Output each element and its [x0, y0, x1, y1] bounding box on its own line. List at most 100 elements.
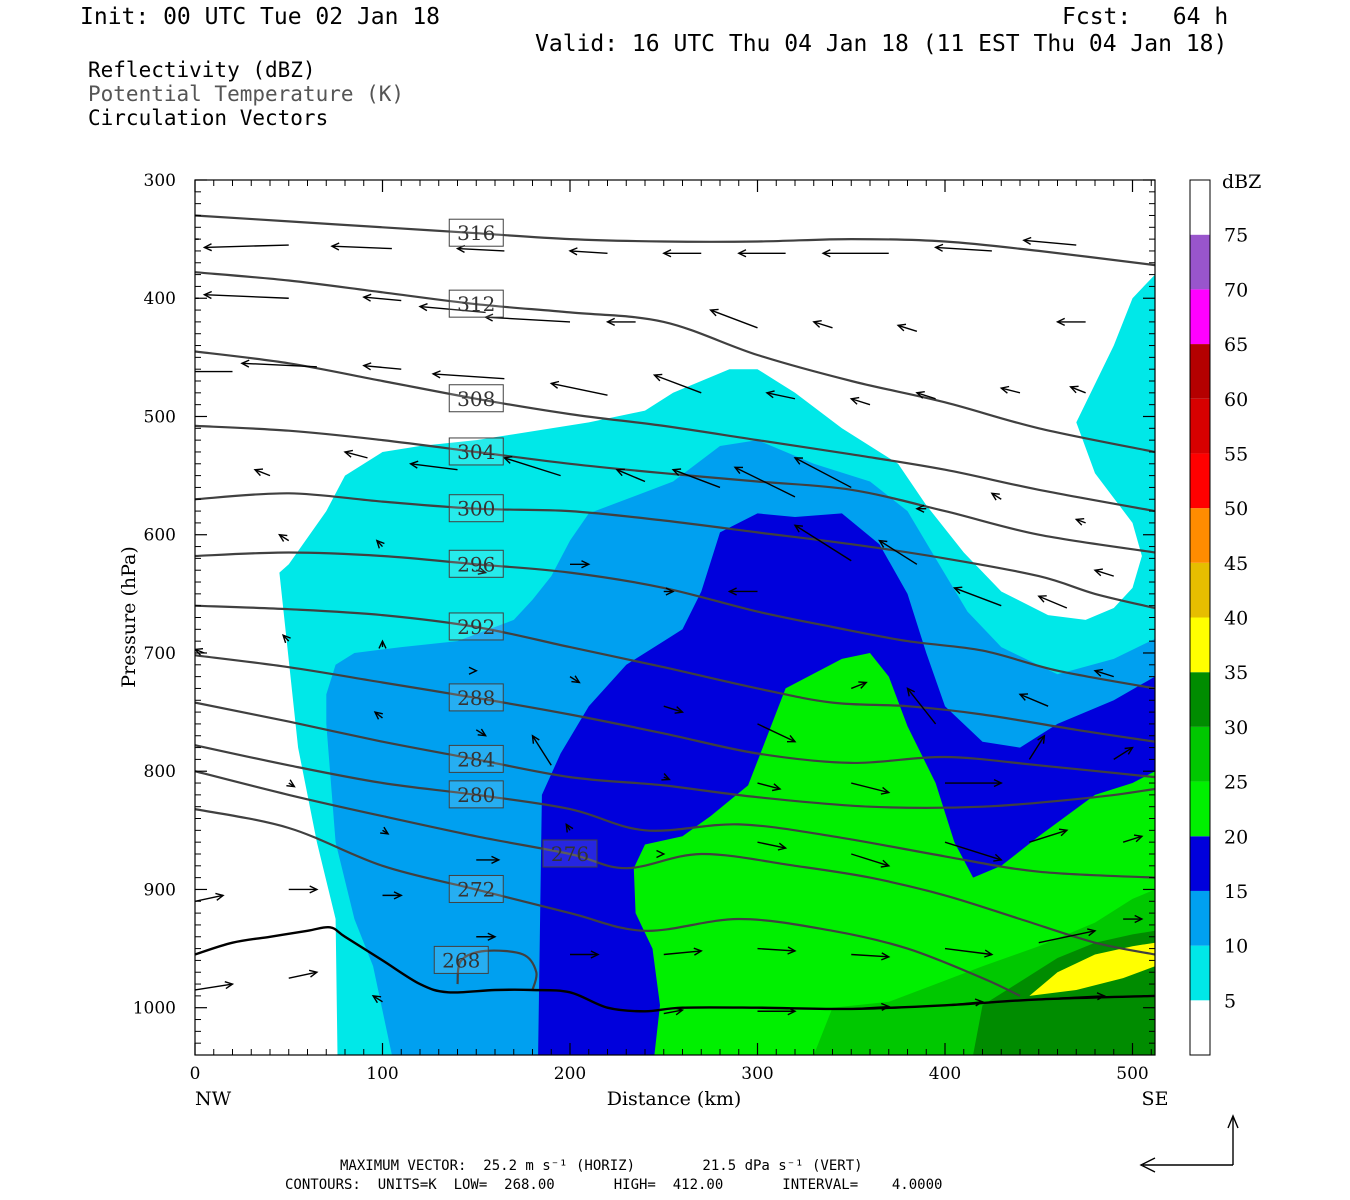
circulation-vector — [375, 539, 385, 549]
vector-shaft — [1028, 735, 1045, 760]
vector-shaft — [1094, 569, 1114, 577]
vector-head — [674, 706, 685, 714]
circulation-vector — [727, 587, 758, 596]
theta-label-box — [542, 839, 598, 868]
x-tick-label: 500 — [1116, 1064, 1148, 1084]
vector-head — [1087, 928, 1097, 937]
vector-head — [1124, 746, 1134, 755]
vector-head — [793, 524, 803, 533]
theta-label-text: 296 — [457, 552, 495, 576]
vector-shaft — [344, 451, 368, 459]
vector-head — [380, 826, 390, 835]
vector-shaft — [569, 676, 580, 684]
vector-shaft — [813, 321, 833, 329]
circulation-vector — [1122, 834, 1144, 843]
circulation-vector — [652, 373, 702, 394]
vector-head — [1093, 668, 1103, 677]
vector-shaft — [897, 324, 918, 333]
circulation-vector — [468, 666, 478, 675]
vector-head — [812, 320, 822, 328]
y-tick-label: 1000 — [133, 999, 176, 1019]
colorbar-level-label: 65 — [1224, 334, 1248, 356]
vector-shaft — [204, 244, 289, 249]
vector-head — [777, 842, 788, 851]
circulation-vector — [409, 460, 458, 471]
circulation-vector — [851, 782, 891, 795]
theta-label-text: 304 — [457, 440, 495, 464]
vector-shaft — [954, 587, 1002, 607]
legend-reflectivity: Reflectivity (dBZ) — [88, 58, 316, 82]
vector-shaft — [1023, 239, 1077, 246]
vector-head — [793, 457, 804, 465]
vector-shaft — [916, 392, 936, 400]
vector-head — [662, 249, 672, 258]
circulation-vector — [1018, 693, 1049, 707]
dbz-colorbar: 5 10 15 20 25 30 35 40 45 50 55 60 65 70 75 — [1189, 179, 1248, 1056]
vector-head — [1133, 834, 1144, 843]
circulation-vector — [915, 391, 936, 400]
vector-head — [858, 681, 868, 689]
vector-shaft — [757, 723, 796, 743]
vector-head — [787, 734, 797, 743]
circulation-vector — [1093, 668, 1114, 678]
vector-head — [605, 317, 616, 327]
theta-label-text: 272 — [457, 877, 495, 901]
circulation-vector — [944, 841, 1003, 862]
vector-head — [215, 892, 225, 901]
vector-head — [502, 456, 513, 464]
vector-shaft — [851, 1005, 889, 1010]
circulation-vector — [906, 687, 937, 725]
vector-head — [202, 290, 212, 300]
circulation-vector — [378, 639, 387, 649]
init-time: Init: 00 UTC Tue 02 Jan 18 — [80, 4, 441, 30]
theta-contour-268 — [456, 949, 538, 991]
contour-info: CONTOURS: UNITS=K LOW= 268.00 HIGH= 412.… — [285, 1177, 943, 1193]
y-axis-label: Pressure (hPa) — [118, 546, 140, 688]
vector-shaft — [195, 983, 233, 991]
vector-head — [167, 368, 174, 375]
circulation-vector — [851, 952, 891, 961]
colorbar-level-label: 25 — [1224, 772, 1248, 794]
theta-label-text: 288 — [457, 686, 495, 710]
theta-label-308: 308 — [448, 384, 504, 413]
colorbar-swatch — [1190, 289, 1210, 345]
vector-head — [468, 666, 478, 675]
circulation-vector — [202, 243, 289, 252]
circulation-vector — [757, 946, 797, 955]
theta-contour-300 — [195, 492, 1155, 610]
colorbar-level-label: 20 — [1224, 826, 1248, 848]
circulation-vector — [371, 995, 383, 1004]
circulation-vector — [253, 468, 271, 477]
circulation-vector — [476, 855, 501, 865]
colorbar-level-label: 35 — [1224, 662, 1248, 684]
vector-head — [531, 734, 540, 744]
vector-shaft — [195, 894, 224, 902]
theta-label-box — [448, 549, 504, 578]
circulation-vector — [1093, 568, 1114, 577]
circulation-vector — [1069, 385, 1086, 394]
circulation-vector — [757, 1007, 797, 1016]
vector-head — [952, 586, 963, 595]
circulation-vector — [568, 247, 608, 256]
theta-label-text: 292 — [457, 615, 495, 639]
circulation-vector — [1055, 317, 1086, 327]
circulation-vector — [915, 504, 927, 513]
vector-head — [240, 359, 250, 368]
vector-head — [565, 823, 574, 833]
circulation-vector — [502, 456, 561, 477]
circulation-vector — [765, 390, 796, 400]
theta-label-box — [448, 218, 504, 247]
vector-head — [880, 786, 891, 795]
vector-head — [674, 1007, 685, 1016]
vector-head — [771, 783, 782, 792]
colorbar-swatch — [1190, 508, 1210, 563]
vector-head — [693, 947, 703, 956]
vector-shaft — [616, 469, 646, 483]
vector-head — [765, 390, 775, 399]
vector-shaft — [241, 362, 317, 368]
colorbar-level-label: 60 — [1224, 389, 1248, 411]
vector-head — [373, 711, 383, 720]
y-tick-label: 300 — [144, 171, 176, 191]
circulation-vector — [1123, 914, 1144, 924]
vector-shaft — [944, 1001, 983, 1007]
